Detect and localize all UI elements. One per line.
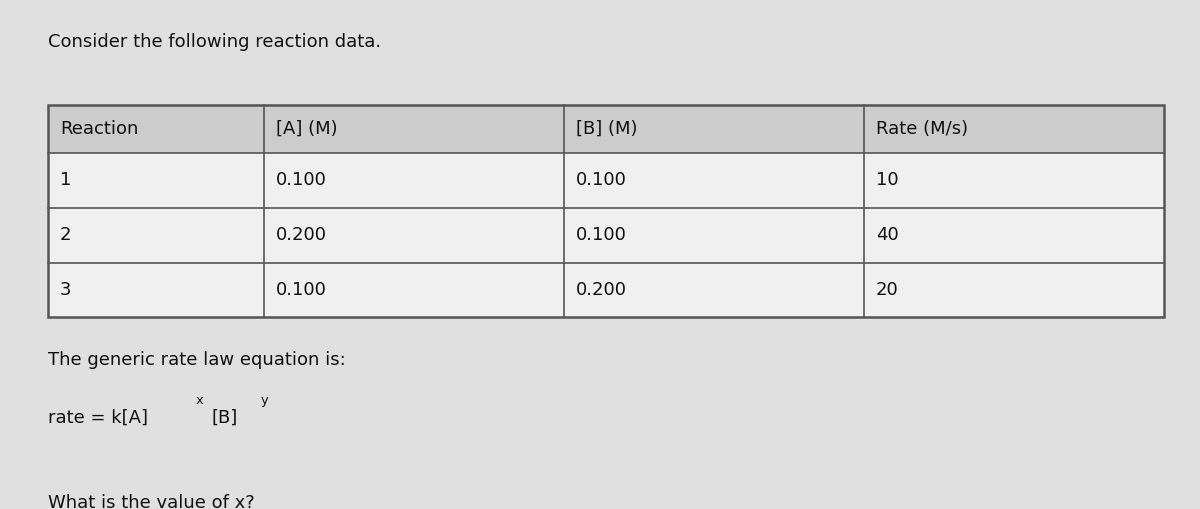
Bar	[48, 105, 1164, 318]
Text: x: x	[196, 394, 203, 407]
Text: Reaction: Reaction	[60, 120, 138, 138]
Bar	[48, 263, 1164, 318]
Text: 0.100: 0.100	[576, 171, 626, 189]
Text: 3: 3	[60, 281, 72, 299]
Text: 0.100: 0.100	[276, 281, 326, 299]
Text: [B] (M): [B] (M)	[576, 120, 637, 138]
Text: What is the value of x?: What is the value of x?	[48, 494, 254, 509]
Text: 2: 2	[60, 226, 72, 244]
Text: Consider the following reaction data.: Consider the following reaction data.	[48, 34, 382, 51]
Bar	[48, 208, 1164, 263]
Text: y: y	[260, 394, 268, 407]
Text: 20: 20	[876, 281, 899, 299]
Text: [B]: [B]	[211, 408, 238, 427]
Text: 0.100: 0.100	[276, 171, 326, 189]
Bar	[48, 105, 1164, 153]
Bar	[48, 153, 1164, 208]
Text: 10: 10	[876, 171, 899, 189]
Text: 0.100: 0.100	[576, 226, 626, 244]
Text: [A] (M): [A] (M)	[276, 120, 337, 138]
Text: 1: 1	[60, 171, 71, 189]
Text: rate = k[A]: rate = k[A]	[48, 408, 148, 427]
Text: The generic rate law equation is:: The generic rate law equation is:	[48, 351, 346, 369]
Text: 0.200: 0.200	[576, 281, 628, 299]
Text: Rate (M/s): Rate (M/s)	[876, 120, 968, 138]
Text: 0.200: 0.200	[276, 226, 326, 244]
Text: 40: 40	[876, 226, 899, 244]
